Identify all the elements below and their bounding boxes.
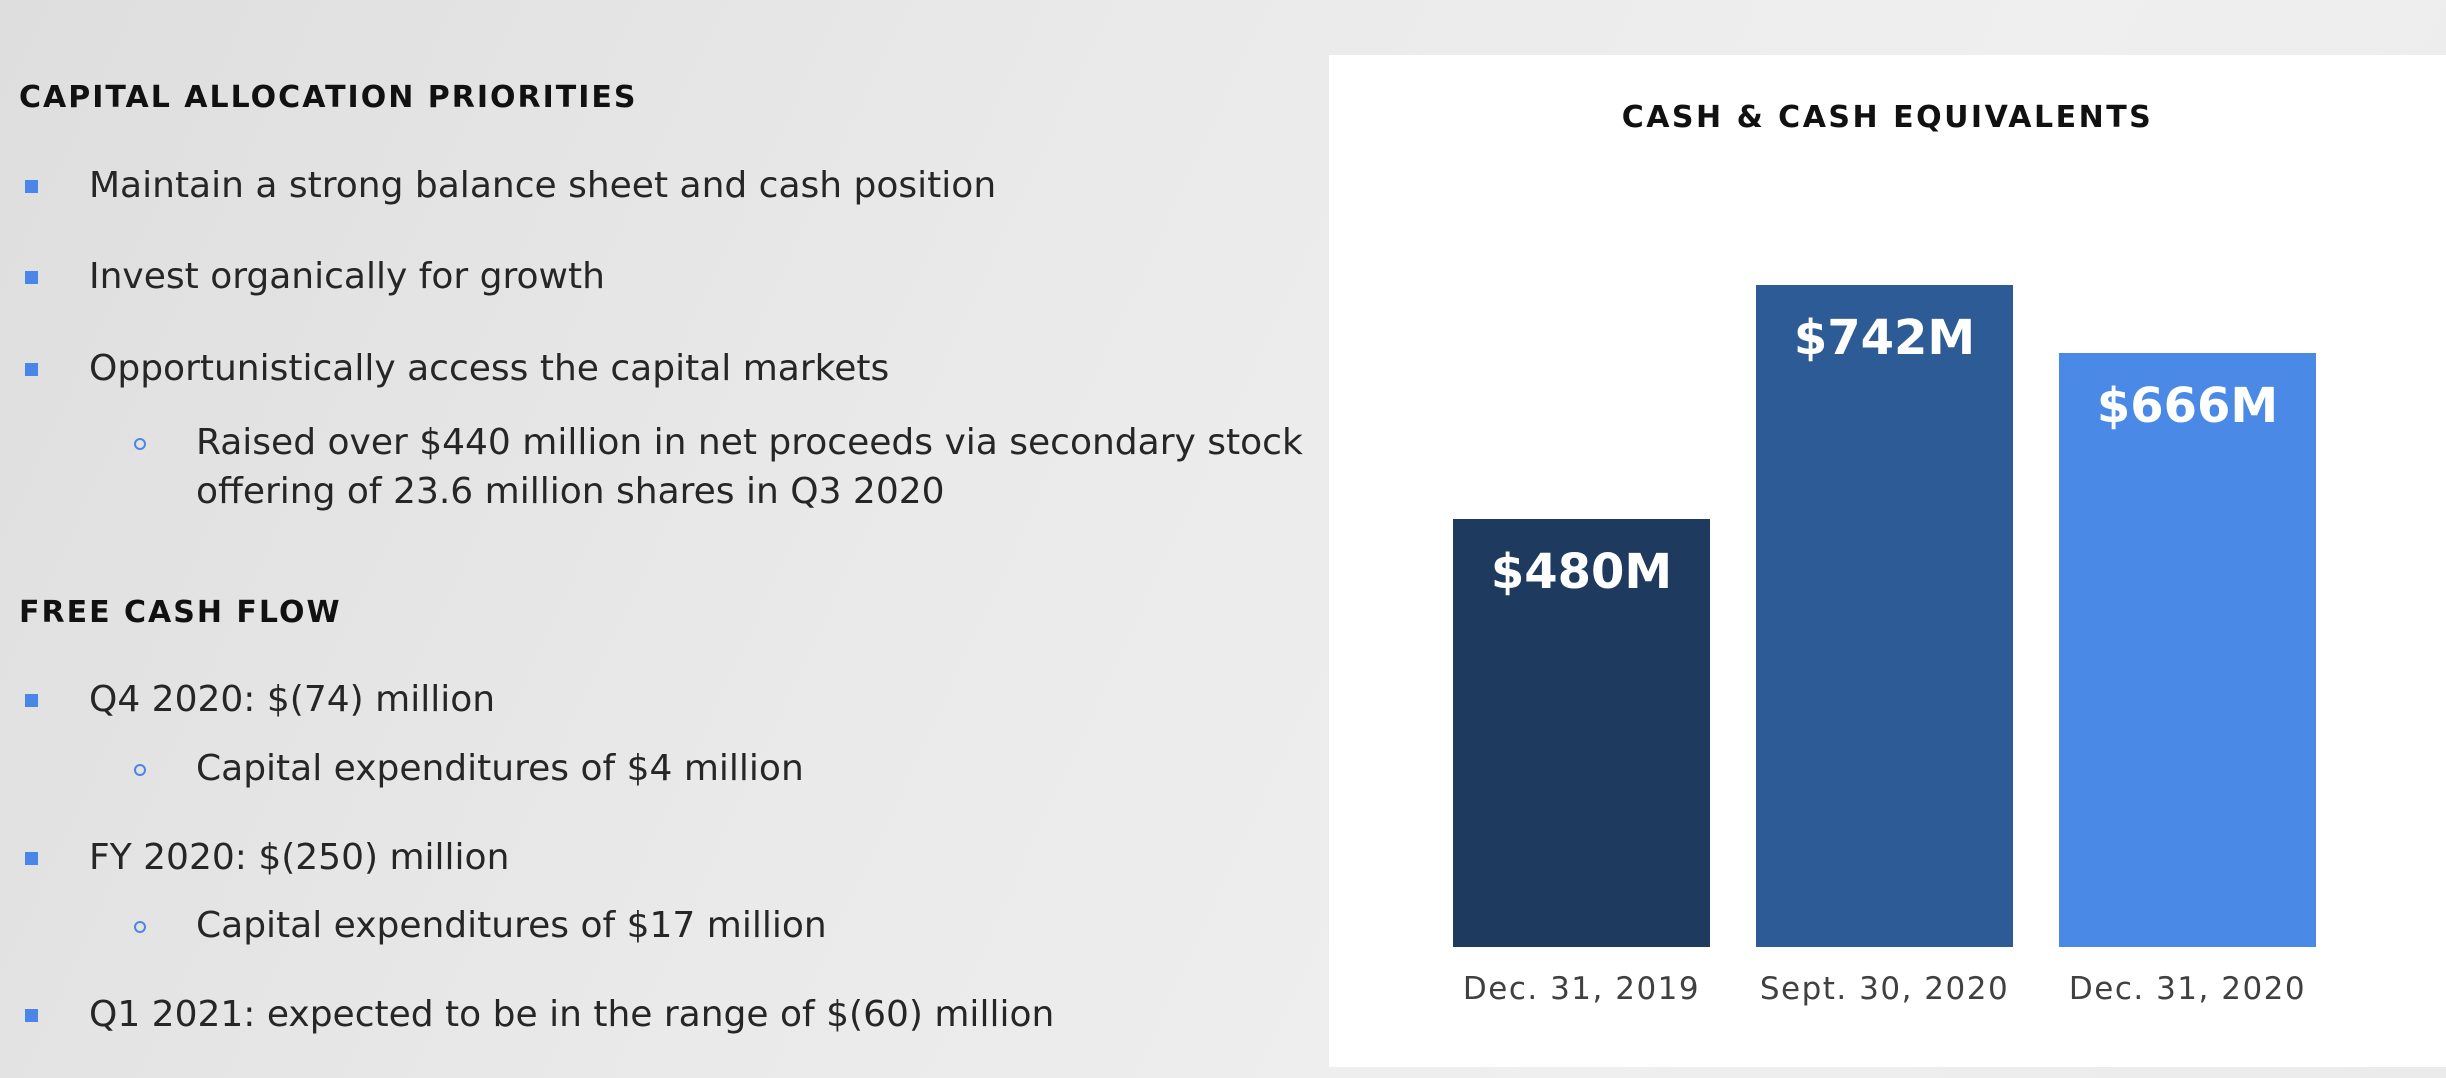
bar-1 — [1453, 519, 1710, 947]
list-item: Invest organically for growth — [0, 253, 605, 301]
cash-chart-card: CASH & CASH EQUIVALENTS $480M Dec. 31, 20… — [1329, 55, 2446, 1067]
sub-list-item-text-line-1: Raised over $440 million in net proceeds… — [196, 422, 1303, 463]
circle-bullet-icon — [134, 764, 146, 776]
square-bullet-icon — [25, 694, 38, 707]
list-item-text: Maintain a strong balance sheet and cash… — [89, 165, 997, 206]
category-label: Dec. 31, 2019 — [1462, 971, 1701, 1007]
category-label: Sept. 30, 2020 — [1759, 971, 2010, 1007]
chart-title: CASH & CASH EQUIVALENTS — [1621, 100, 2154, 135]
list-item-text: Q1 2021: expected to be in the range of … — [89, 994, 1055, 1035]
free-cash-flow-heading: FREE CASH FLOW — [19, 595, 342, 630]
sub-list-item-continuation: offering of 23.6 million shares in Q3 20… — [0, 468, 945, 516]
square-bullet-icon — [25, 1009, 38, 1022]
sub-list-item: Raised over $440 million in net proceeds… — [0, 419, 1303, 467]
sub-list-item-text: Capital expenditures of $4 million — [196, 748, 804, 789]
square-bullet-icon — [25, 180, 38, 193]
left-column: CAPITAL ALLOCATION PRIORITIES Maintain a… — [0, 80, 1303, 1039]
list-item: Maintain a strong balance sheet and cash… — [0, 162, 996, 210]
circle-bullet-icon — [134, 921, 146, 933]
bar-3 — [2059, 353, 2316, 947]
square-bullet-icon — [25, 363, 38, 376]
category-label: Dec. 31, 2020 — [2068, 971, 2307, 1007]
list-item: FY 2020: $(250) million — [0, 834, 509, 882]
sub-list-item: Capital expenditures of $17 million — [0, 902, 827, 950]
square-bullet-icon — [25, 271, 38, 284]
bar-value-label: $742M — [1793, 310, 1976, 366]
circle-bullet-icon — [134, 438, 146, 450]
list-item: Q4 2020: $(74) million — [0, 676, 495, 724]
list-item-text: Q4 2020: $(74) million — [89, 679, 496, 720]
capital-allocation-heading: CAPITAL ALLOCATION PRIORITIES — [19, 80, 638, 115]
list-item: Opportunistically access the capital mar… — [0, 345, 889, 393]
bar-2 — [1756, 285, 2013, 947]
list-item-text: FY 2020: $(250) million — [89, 837, 510, 878]
list-item: Q1 2021: expected to be in the range of … — [0, 991, 1054, 1039]
bar-value-label: $666M — [2096, 378, 2279, 434]
list-item-text: Invest organically for growth — [89, 256, 605, 297]
list-item-text: Opportunistically access the capital mar… — [89, 348, 890, 389]
bar-value-label: $480M — [1490, 544, 1673, 600]
sub-list-item-text-line-2: offering of 23.6 million shares in Q3 20… — [196, 471, 945, 512]
sub-list-item-text: Capital expenditures of $17 million — [196, 905, 827, 946]
square-bullet-icon — [25, 852, 38, 865]
sub-list-item: Capital expenditures of $4 million — [0, 745, 804, 793]
